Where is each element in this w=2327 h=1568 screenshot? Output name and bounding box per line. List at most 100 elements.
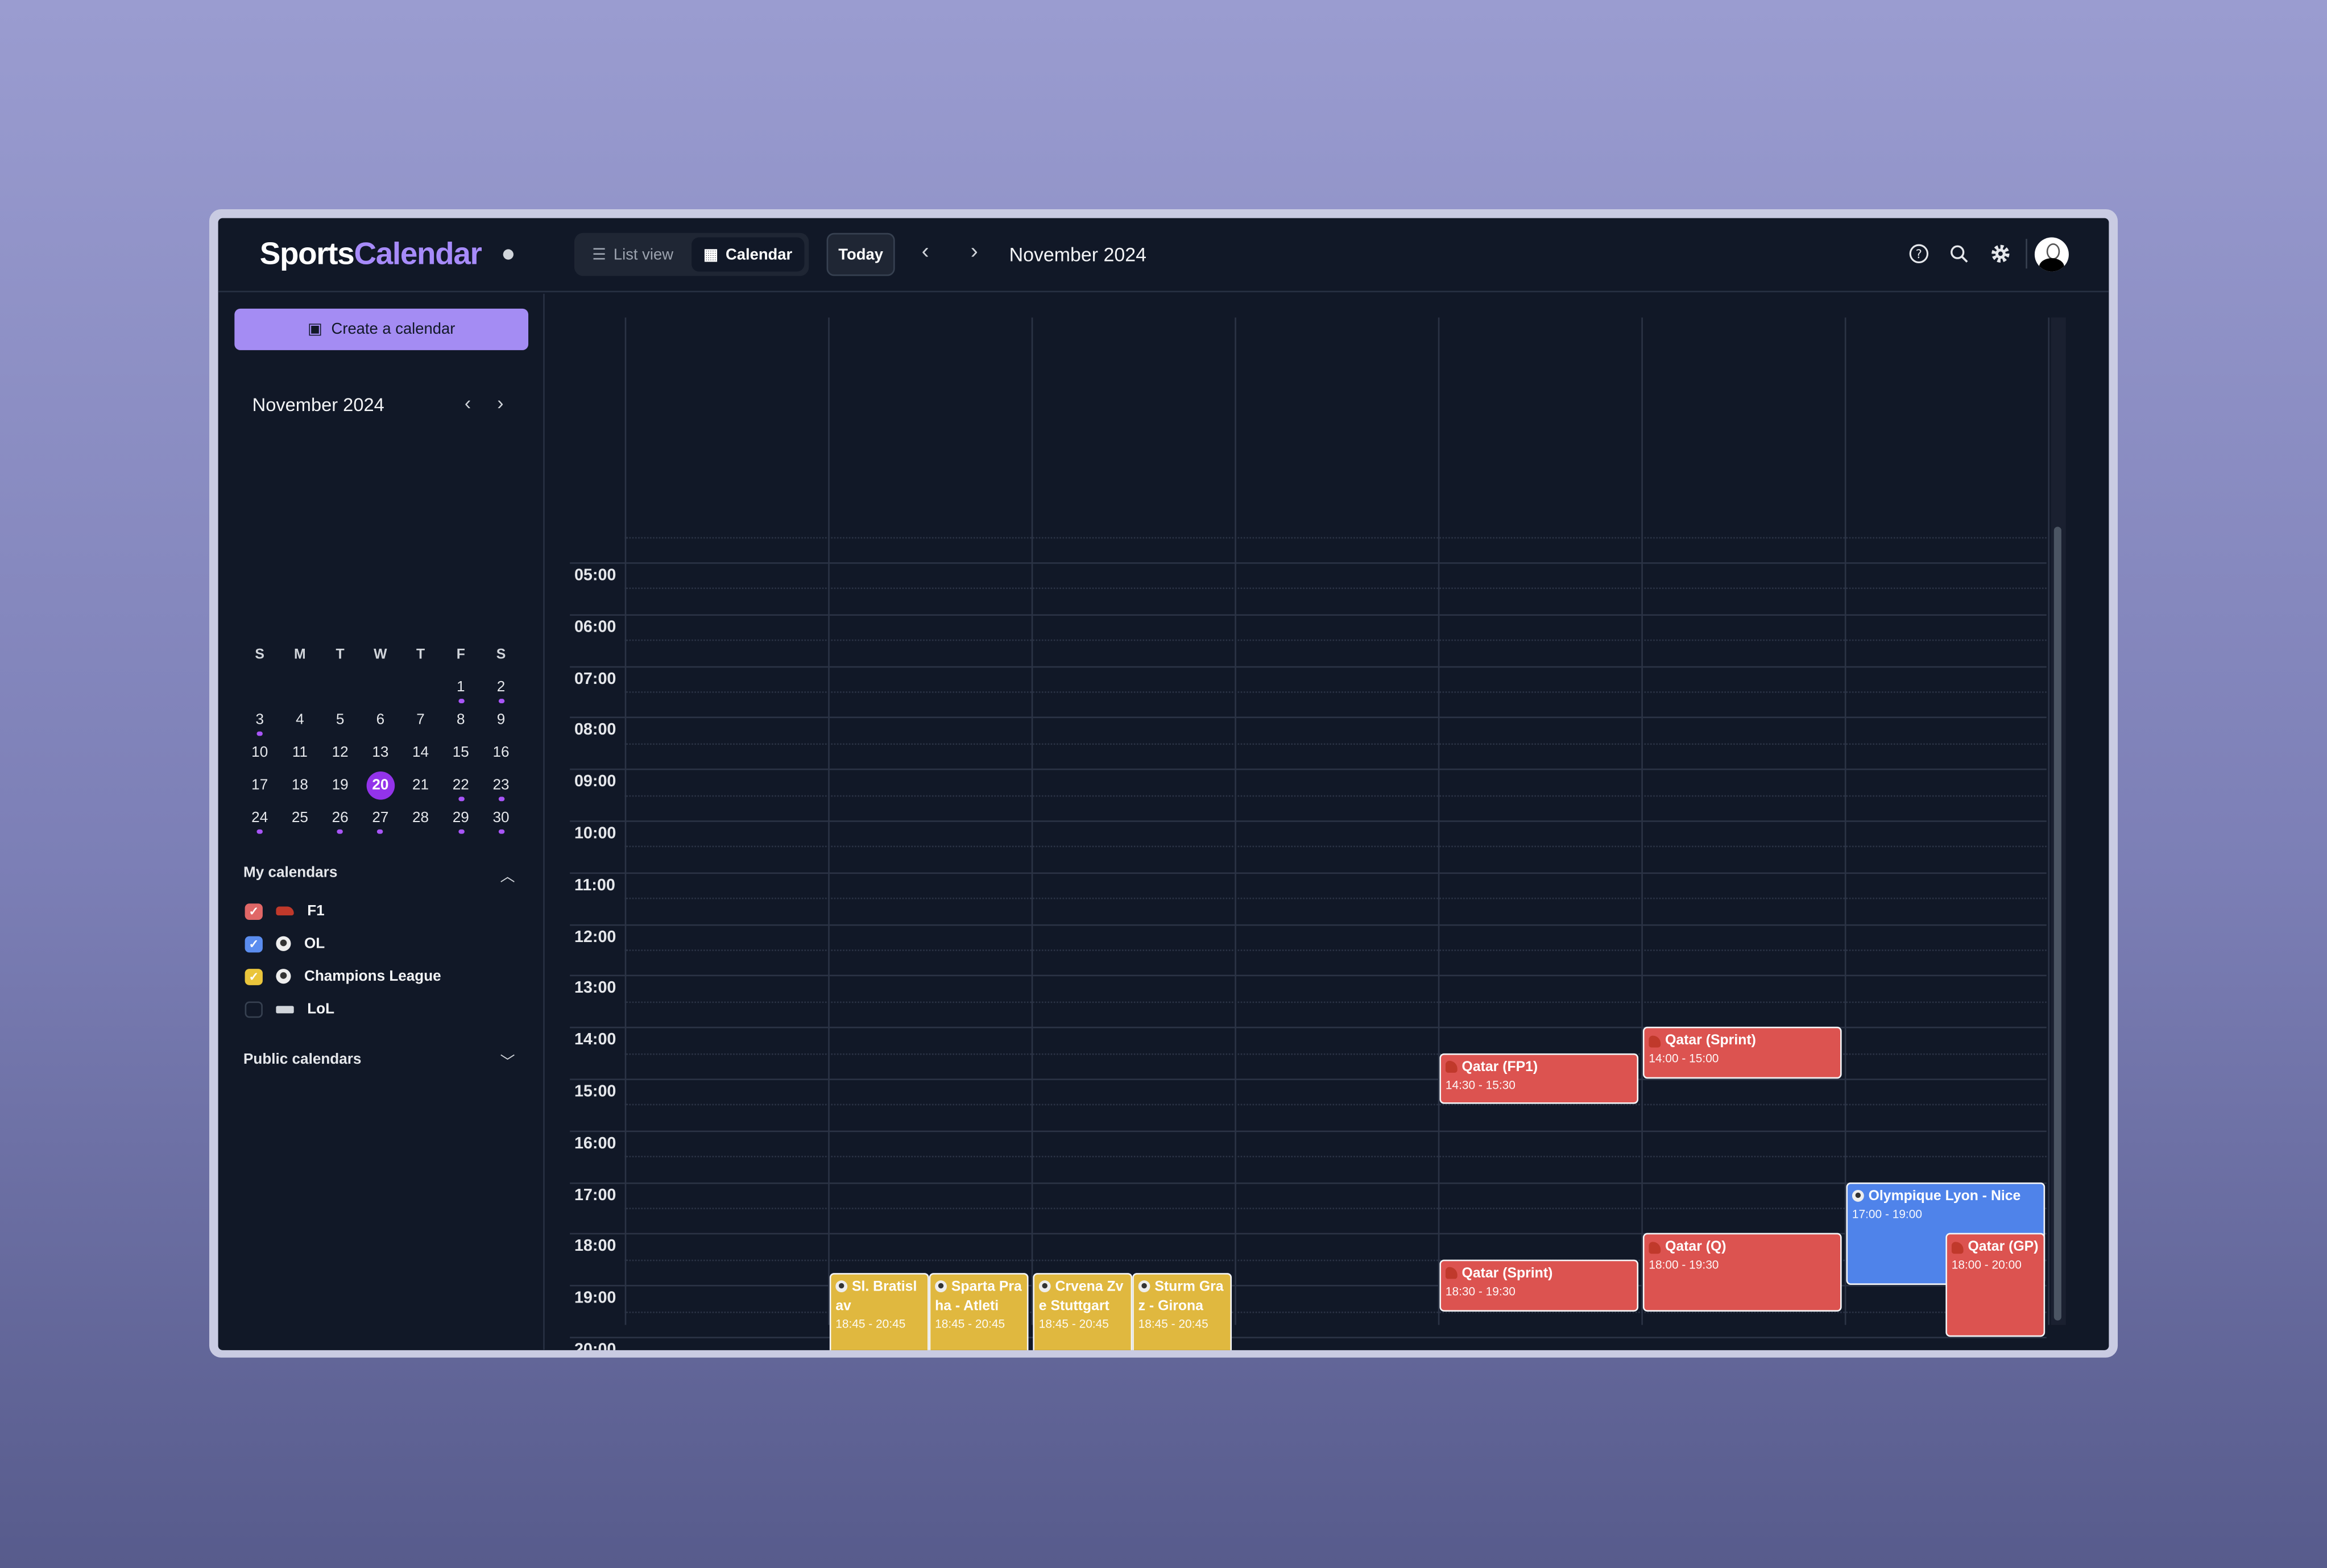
next-month-button[interactable]: ›	[970, 239, 978, 264]
scrollbar[interactable]	[2051, 317, 2066, 1325]
hour-line	[570, 769, 2047, 770]
event[interactable]: Qatar (Q) 18:00 - 19:30	[1642, 1233, 1842, 1311]
event[interactable]: Qatar (Sprint) 18:30 - 19:30	[1439, 1259, 1639, 1311]
mini-day[interactable]: 30	[492, 810, 510, 827]
mini-day[interactable]: 25	[291, 810, 308, 827]
mini-day[interactable]: 14	[412, 745, 429, 761]
mini-day[interactable]: 27	[372, 810, 389, 827]
event[interactable]: Sturm Graz - Girona 18:45 - 20:45	[1132, 1272, 1232, 1350]
mini-day[interactable]: 4	[296, 712, 304, 729]
event[interactable]: Sl. Bratislav 18:45 - 20:45	[829, 1272, 929, 1350]
calendar-item[interactable]: LoL	[245, 998, 334, 1019]
mini-day[interactable]: 3	[255, 712, 264, 729]
mini-next-button[interactable]: ›	[497, 391, 504, 414]
hour-line	[570, 1130, 2047, 1132]
hour-line	[570, 1233, 2047, 1235]
mini-day[interactable]: 16	[492, 745, 510, 761]
mini-day[interactable]: 10	[251, 745, 268, 761]
view-toggle: ☰ List view ▦ Calendar	[574, 233, 809, 276]
event[interactable]: Qatar (Sprint) 14:00 - 15:00	[1642, 1027, 1842, 1079]
day-column-divider	[1235, 317, 1236, 1325]
event-time: 18:45 - 20:45	[1138, 1317, 1208, 1330]
half-hour-line	[624, 1208, 2047, 1209]
half-hour-line	[624, 1156, 2047, 1158]
event[interactable]: Qatar (FP1) 14:30 - 15:30	[1439, 1052, 1639, 1105]
mini-prev-button[interactable]: ‹	[464, 391, 471, 414]
mini-day[interactable]: 8	[457, 712, 465, 729]
mini-day[interactable]: 6	[376, 712, 385, 729]
help-icon[interactable]: ?	[1908, 243, 1929, 264]
list-view-button[interactable]: ☰ List view	[580, 238, 685, 272]
event-title-text: Crvena Zve Stuttgart	[1038, 1278, 1124, 1314]
day-column-divider	[1844, 317, 1846, 1325]
time-label: 07:00	[574, 670, 616, 688]
calendar-name: LoL	[307, 1001, 335, 1017]
calendar-item[interactable]: ✓ F1	[245, 901, 325, 922]
calendar-checkbox[interactable]	[245, 1001, 263, 1017]
create-calendar-button[interactable]: ▣ Create a calendar	[234, 308, 529, 350]
mini-day[interactable]: 26	[332, 810, 349, 827]
half-hour-line	[624, 536, 2047, 538]
mini-day[interactable]: 9	[496, 712, 506, 729]
calendar-checkbox[interactable]: ✓	[245, 935, 263, 952]
mini-day[interactable]: 12	[332, 745, 349, 761]
hour-line	[570, 1027, 2047, 1029]
mini-day[interactable]: 2	[496, 679, 506, 696]
mini-day[interactable]: 21	[412, 777, 429, 794]
week-grid: 05:00 06:00 07:00 08:00 09:00 10:00 11:00 12:00…	[545, 294, 2109, 1350]
search-icon[interactable]	[1949, 243, 1970, 264]
logo-sports: Sports	[259, 237, 355, 272]
prev-month-button[interactable]: ‹	[921, 239, 929, 264]
scrollbar-thumb[interactable]	[2053, 526, 2061, 1321]
mini-day[interactable]: 20	[366, 771, 395, 800]
mini-day[interactable]: 13	[372, 745, 389, 761]
day-column-divider	[624, 317, 627, 1325]
public-calendars-heading[interactable]: Public calendars	[243, 1052, 362, 1068]
hour-line	[570, 562, 2047, 564]
calendar-checkbox[interactable]: ✓	[245, 903, 263, 919]
calendar-checkbox[interactable]: ✓	[245, 968, 263, 985]
mini-day[interactable]: 28	[412, 810, 429, 827]
mini-day[interactable]: 23	[492, 777, 510, 794]
logo[interactable]: SportsCalendar	[260, 238, 482, 273]
calendar-item[interactable]: ✓ OL	[245, 934, 325, 955]
event[interactable]: Crvena Zve Stuttgart 18:45 - 20:45	[1033, 1272, 1133, 1350]
chevron-up-icon[interactable]: ︿	[500, 869, 515, 886]
svg-text:?: ?	[1916, 247, 1922, 261]
calendar-plus-icon: ▣	[307, 320, 322, 339]
today-button[interactable]: Today	[826, 233, 895, 276]
event-dot	[458, 797, 464, 802]
hour-line	[570, 1337, 2047, 1338]
event[interactable]: Qatar (GP) 18:00 - 20:00	[1945, 1233, 2046, 1337]
mini-day[interactable]: 17	[251, 777, 268, 794]
event-dot	[498, 797, 504, 802]
hour-line	[570, 872, 2047, 874]
calendar-name: F1	[307, 903, 325, 919]
mini-day[interactable]: 11	[292, 745, 308, 761]
event-dot	[256, 731, 263, 736]
event-title: Olympique Lyon - Nice	[1852, 1187, 2039, 1206]
event[interactable]: Sparta Praha - Atleti 18:45 - 20:45	[929, 1272, 1029, 1350]
calendar-view-button[interactable]: ▦ Calendar	[692, 237, 805, 272]
weekday-label: S	[255, 646, 264, 663]
event-title: Qatar (FP1)	[1445, 1057, 1633, 1077]
chevron-down-icon[interactable]: ﹀	[500, 1055, 515, 1072]
gear-icon[interactable]	[1990, 243, 2011, 264]
time-label: 16:00	[574, 1134, 616, 1153]
calendar-item[interactable]: ✓ Champions League	[245, 966, 441, 987]
mini-day[interactable]: 22	[452, 777, 469, 794]
mini-day[interactable]: 29	[452, 810, 469, 827]
event-title-text: Qatar (GP)	[1968, 1239, 2039, 1256]
my-calendars-heading[interactable]: My calendars	[243, 865, 338, 882]
time-label: 08:00	[574, 721, 616, 740]
half-hour-line	[624, 794, 2047, 797]
soccer-ball-icon	[276, 936, 291, 951]
mini-day[interactable]: 24	[251, 810, 268, 827]
mini-day[interactable]: 15	[452, 745, 469, 761]
mini-day[interactable]: 5	[336, 712, 345, 729]
mini-day[interactable]: 7	[416, 712, 425, 729]
avatar[interactable]	[2034, 237, 2069, 272]
mini-day[interactable]: 18	[291, 777, 308, 794]
mini-day[interactable]: 19	[332, 777, 349, 794]
mini-day[interactable]: 1	[457, 679, 465, 696]
